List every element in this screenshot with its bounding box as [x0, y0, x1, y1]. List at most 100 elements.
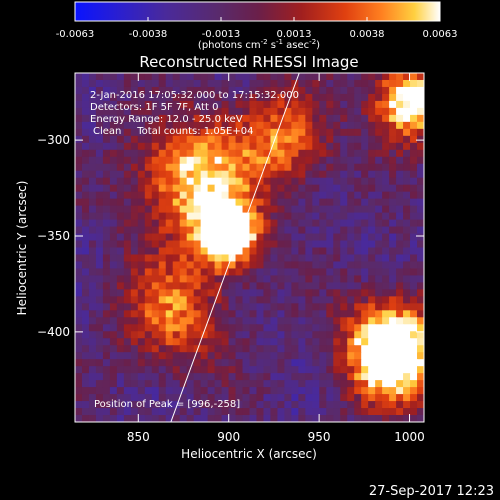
heatmap-cell [151, 261, 160, 270]
heatmap-cell [151, 408, 160, 416]
heatmap-cell [242, 317, 251, 325]
heatmap-cell [284, 107, 292, 116]
heatmap-cell [214, 233, 223, 242]
heatmap-cell [123, 338, 132, 346]
heatmap-cell [389, 331, 397, 339]
heatmap-cell [326, 226, 334, 235]
heatmap-cell [284, 289, 292, 297]
heatmap-cell [333, 240, 341, 249]
heatmap-cell [81, 373, 90, 381]
heatmap-cell [179, 387, 188, 395]
heatmap-cell [319, 310, 327, 318]
heatmap-cell [326, 163, 334, 172]
heatmap-cell [130, 303, 139, 311]
heatmap-cell [368, 191, 376, 200]
heatmap-cell [382, 163, 390, 172]
heatmap-cell [158, 380, 167, 388]
heatmap-cell [207, 247, 216, 256]
heatmap-cell [242, 345, 251, 353]
heatmap-cell [284, 317, 292, 325]
heatmap-cell [375, 317, 383, 325]
heatmap-cell [151, 296, 160, 304]
heatmap-cell [410, 156, 418, 165]
heatmap-cell [249, 296, 258, 304]
heatmap-cell [312, 380, 320, 388]
heatmap-cell [403, 380, 411, 388]
heatmap-cell [116, 240, 125, 249]
heatmap-cell [137, 380, 146, 388]
heatmap-cell [242, 149, 251, 158]
heatmap-cell [207, 345, 216, 353]
heatmap-cell [333, 226, 341, 235]
heatmap-cell [361, 303, 369, 311]
heatmap-cell [284, 401, 292, 409]
heatmap-cell [95, 366, 104, 374]
heatmap-cell [403, 212, 411, 221]
heatmap-cell [228, 79, 237, 88]
heatmap-cell [305, 100, 313, 109]
heatmap-cell [270, 268, 279, 277]
heatmap-cell [165, 170, 174, 179]
heatmap-cell [144, 261, 153, 270]
heatmap-cell [186, 93, 195, 102]
heatmap-cell [333, 345, 341, 353]
heatmap-cell [368, 352, 376, 360]
heatmap-cell [151, 226, 160, 235]
heatmap-cell [277, 121, 285, 130]
heatmap-cell [277, 268, 285, 277]
heatmap-cell [256, 387, 265, 395]
heatmap-cell [172, 303, 181, 311]
heatmap-cell [130, 317, 139, 325]
heatmap-cell [368, 289, 376, 297]
heatmap-cell [263, 331, 272, 339]
heatmap-cell [88, 317, 97, 325]
heatmap-cell [305, 135, 313, 144]
heatmap-cell [403, 247, 411, 256]
heatmap-cell [81, 114, 90, 123]
heatmap-cell [221, 317, 230, 325]
heatmap-cell [200, 282, 209, 290]
heatmap-cell [361, 310, 369, 318]
heatmap-cell [270, 219, 279, 228]
heatmap-cell [102, 303, 111, 311]
heatmap-cell [368, 268, 376, 277]
heatmap-cell [172, 345, 181, 353]
heatmap-cell [102, 345, 111, 353]
heatmap-cell [305, 296, 313, 304]
heatmap-cell [305, 219, 313, 228]
heatmap-cell [123, 184, 132, 193]
heatmap-cell [95, 415, 104, 422]
heatmap-cell [270, 415, 279, 422]
heatmap-cell [403, 373, 411, 381]
heatmap-cell [396, 135, 404, 144]
heatmap-cell [75, 212, 83, 221]
heatmap-cell [151, 254, 160, 263]
heatmap-cell [319, 86, 327, 95]
heatmap-cell [95, 233, 104, 242]
heatmap-cell [95, 275, 104, 283]
heatmap-cell [410, 107, 418, 116]
heatmap-cell [375, 359, 383, 367]
heatmap-cell [221, 359, 230, 367]
heatmap-cell [81, 380, 90, 388]
heatmap-cell [130, 338, 139, 346]
heatmap-cell [172, 408, 181, 416]
heatmap-cell [186, 163, 195, 172]
heatmap-cell [165, 247, 174, 256]
heatmap-cell [277, 198, 285, 207]
heatmap-cell [291, 114, 299, 123]
heatmap-cell [263, 254, 272, 263]
heatmap-cell [382, 100, 390, 109]
heatmap-cell [417, 86, 424, 95]
heatmap-cell [256, 205, 265, 214]
heatmap-cell [347, 275, 355, 283]
heatmap-cell [81, 86, 90, 95]
heatmap-cell [354, 387, 362, 395]
heatmap-cell [137, 317, 146, 325]
heatmap-cell [326, 156, 334, 165]
heatmap-cell [284, 261, 292, 270]
heatmap-cell [144, 233, 153, 242]
heatmap-cell [389, 219, 397, 228]
heatmap-cell [382, 275, 390, 283]
heatmap-cell [102, 275, 111, 283]
